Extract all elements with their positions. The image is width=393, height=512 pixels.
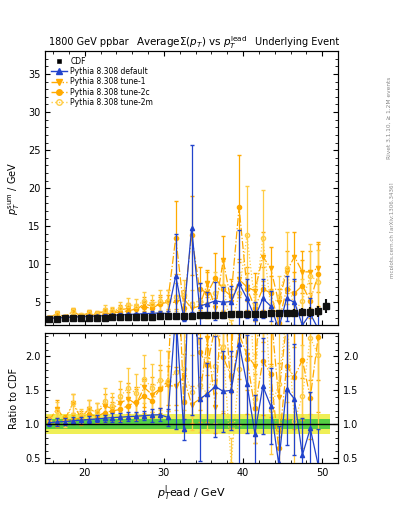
Y-axis label: $p_T^{\rm sum}$ / GeV: $p_T^{\rm sum}$ / GeV [7, 162, 22, 215]
Legend: CDF, Pythia 8.308 default, Pythia 8.308 tune-1, Pythia 8.308 tune-2c, Pythia 8.3: CDF, Pythia 8.308 default, Pythia 8.308 … [49, 55, 155, 109]
Text: Rivet 3.1.10, ≥ 1.2M events: Rivet 3.1.10, ≥ 1.2M events [387, 77, 391, 159]
Title: Average$\Sigma(p_T)$ vs $p_T^{\rm lead}$: Average$\Sigma(p_T)$ vs $p_T^{\rm lead}$ [136, 34, 247, 51]
Y-axis label: Ratio to CDF: Ratio to CDF [9, 368, 19, 429]
Text: mcplots.cern.ch [arXiv:1306.3436]: mcplots.cern.ch [arXiv:1306.3436] [390, 183, 393, 278]
Text: 1800 GeV ppbar: 1800 GeV ppbar [49, 37, 129, 47]
Text: Underlying Event: Underlying Event [255, 37, 339, 47]
X-axis label: $p_T^{\rm l}$ead / GeV: $p_T^{\rm l}$ead / GeV [157, 484, 226, 503]
